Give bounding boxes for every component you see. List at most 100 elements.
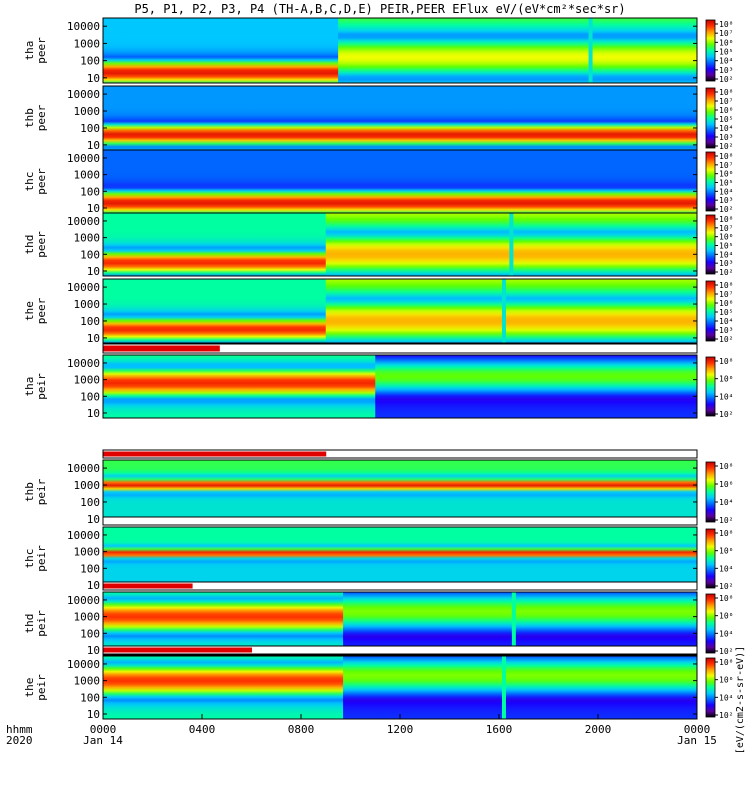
colorbar-tick-label: 10³ bbox=[719, 259, 733, 268]
energy-tick-label: 10 bbox=[87, 72, 100, 85]
panel-label-species: peir bbox=[35, 373, 48, 400]
spectrogram-segment bbox=[375, 355, 697, 418]
panel-thd-peir: 10 100 1000 10000 thd peir 10² 10⁴ 10⁶ 10⁸ bbox=[23, 581, 733, 657]
energy-tick-label: 10 bbox=[87, 708, 100, 721]
time-tick-label: 0400 bbox=[189, 723, 216, 736]
panel-label-probe: the bbox=[23, 301, 36, 321]
energy-tick-label: 10000 bbox=[67, 462, 100, 475]
panel-thd-peer: 10 100 1000 10000 thd peer 10²10³10⁴10⁵10⁶10⁷1… bbox=[23, 212, 733, 278]
energy-tick-label: 10 bbox=[87, 579, 100, 592]
date-tick-label: Jan 14 bbox=[83, 734, 123, 747]
energy-tick-label: 10 bbox=[87, 265, 100, 278]
energy-tick-label: 1000 bbox=[74, 105, 101, 118]
colorbar-tick-label: 10² bbox=[719, 75, 733, 84]
panel-label-probe: thb bbox=[23, 482, 36, 502]
panel-label-species: peer bbox=[35, 37, 48, 64]
energy-tick-label: 10000 bbox=[67, 20, 100, 33]
colorbar-tick-label: 10² bbox=[719, 335, 733, 344]
colorbar bbox=[705, 356, 716, 417]
panel-label-probe: tha bbox=[23, 41, 36, 61]
panel-label-species: peir bbox=[35, 478, 48, 505]
colorbar-tick-label: 10⁵ bbox=[719, 48, 733, 57]
energy-tick-label: 10000 bbox=[67, 658, 100, 671]
colorbar-tick-label: 10⁶ bbox=[719, 299, 733, 308]
time-tick-label: 1600 bbox=[486, 723, 513, 736]
spectrogram-base bbox=[103, 86, 697, 150]
time-tick-label: 0000 bbox=[90, 723, 117, 736]
spectrogram-base bbox=[103, 527, 697, 590]
colorbar bbox=[705, 151, 716, 212]
colorbar-tick-label: 10⁴ bbox=[719, 629, 733, 638]
colorbar-tick-label: 10² bbox=[719, 647, 733, 656]
colorbar-tick-label: 10⁴ bbox=[719, 57, 733, 66]
energy-tick-label: 10 bbox=[87, 332, 100, 345]
energy-tick-label: 10 bbox=[87, 202, 100, 215]
panel-label-probe: thb bbox=[23, 108, 36, 128]
energy-tick-label: 10 bbox=[87, 644, 100, 657]
spectrogram-spike bbox=[501, 279, 506, 343]
colorbar bbox=[705, 280, 716, 342]
spectrogram-spike bbox=[588, 18, 593, 83]
mode-flag-bar bbox=[102, 645, 698, 655]
colorbar-tick-label: 10³ bbox=[719, 66, 733, 75]
colorbar-tick-label: 10⁴ bbox=[719, 392, 733, 401]
energy-tick-label: 100 bbox=[80, 691, 100, 704]
panel-thb-peir: 10 100 1000 10000 thb peir 10² 10⁴ 10⁶ 10⁸ bbox=[23, 449, 733, 526]
mode-flag-fill bbox=[103, 451, 327, 457]
panel-tha-peer: 10 100 1000 10000 tha peer 10²10³10⁴10⁵10⁶10⁷1… bbox=[23, 17, 733, 85]
colorbar-tick-label: 10⁸ bbox=[719, 594, 733, 603]
spectrogram-base bbox=[103, 150, 697, 213]
colorbar-tick-label: 10³ bbox=[719, 326, 733, 335]
colorbar bbox=[705, 19, 716, 82]
panel-label-probe: thc bbox=[23, 172, 36, 192]
energy-tick-label: 1000 bbox=[74, 546, 101, 559]
date-tick-label: Jan 15 bbox=[677, 734, 717, 747]
colorbar-tick-label: 10⁶ bbox=[719, 106, 733, 115]
colorbar-tick-label: 10⁸ bbox=[719, 529, 733, 538]
panel-label-probe: tha bbox=[23, 377, 36, 397]
colorbar-tick-label: 10⁶ bbox=[719, 480, 733, 489]
colorbar-tick-label: 10⁶ bbox=[719, 233, 733, 242]
panel-the-peir: 10 100 1000 10000 the peir 10² 10⁴ 10⁶ 10⁸ bbox=[23, 645, 733, 721]
colorbar bbox=[705, 593, 716, 654]
colorbar-tick-label: 10⁸ bbox=[719, 215, 733, 224]
energy-tick-label: 100 bbox=[80, 122, 100, 135]
time-tick-label: 2000 bbox=[585, 723, 612, 736]
time-tick-label: 0000 bbox=[684, 723, 711, 736]
spectrogram-segment bbox=[325, 279, 697, 343]
panel-label-species: peir bbox=[35, 674, 48, 701]
energy-tick-label: 100 bbox=[80, 562, 100, 575]
panel-label-probe: the bbox=[23, 678, 36, 698]
colorbar-tick-label: 10⁸ bbox=[719, 357, 733, 366]
colorbar-tick-label: 10⁴ bbox=[719, 693, 733, 702]
panel-label-probe: thc bbox=[23, 549, 36, 569]
colorbar-tick-label: 10⁸ bbox=[719, 462, 733, 471]
mode-flag-fill bbox=[103, 647, 252, 653]
energy-tick-label: 100 bbox=[80, 315, 100, 328]
colorbar-tick-label: 10⁷ bbox=[719, 29, 733, 38]
colorbar bbox=[705, 214, 716, 275]
time-tick-label: 0800 bbox=[288, 723, 315, 736]
colorbar-tick-label: 10⁸ bbox=[719, 88, 733, 97]
spectrogram-spike bbox=[509, 213, 514, 276]
panel-label-species: peer bbox=[35, 104, 48, 131]
colorbar-tick-label: 10⁶ bbox=[719, 170, 733, 179]
colorbar-tick-label: 10⁵ bbox=[719, 242, 733, 251]
colorbar-tick-label: 10⁴ bbox=[719, 317, 733, 326]
mode-flag-fill bbox=[103, 345, 220, 352]
panel-frame bbox=[102, 591, 698, 656]
energy-tick-label: 100 bbox=[80, 55, 100, 68]
spectrogram-base bbox=[103, 460, 697, 524]
mode-flag-bar bbox=[102, 581, 698, 591]
colorbar-tick-label: 10³ bbox=[719, 133, 733, 142]
year-label: 2020 bbox=[6, 734, 33, 747]
panel-label-species: peir bbox=[35, 545, 48, 572]
spectrogram-spike bbox=[511, 592, 516, 655]
colorbar-tick-label: 10⁶ bbox=[719, 612, 733, 621]
colorbar-tick-label: 10⁴ bbox=[719, 250, 733, 259]
colorbar-tick-label: 10⁶ bbox=[719, 38, 733, 47]
colorbar-unit-label: [eV/(cm2-s-sr-eV)] bbox=[735, 646, 746, 754]
colorbar-tick-label: 10² bbox=[719, 268, 733, 277]
